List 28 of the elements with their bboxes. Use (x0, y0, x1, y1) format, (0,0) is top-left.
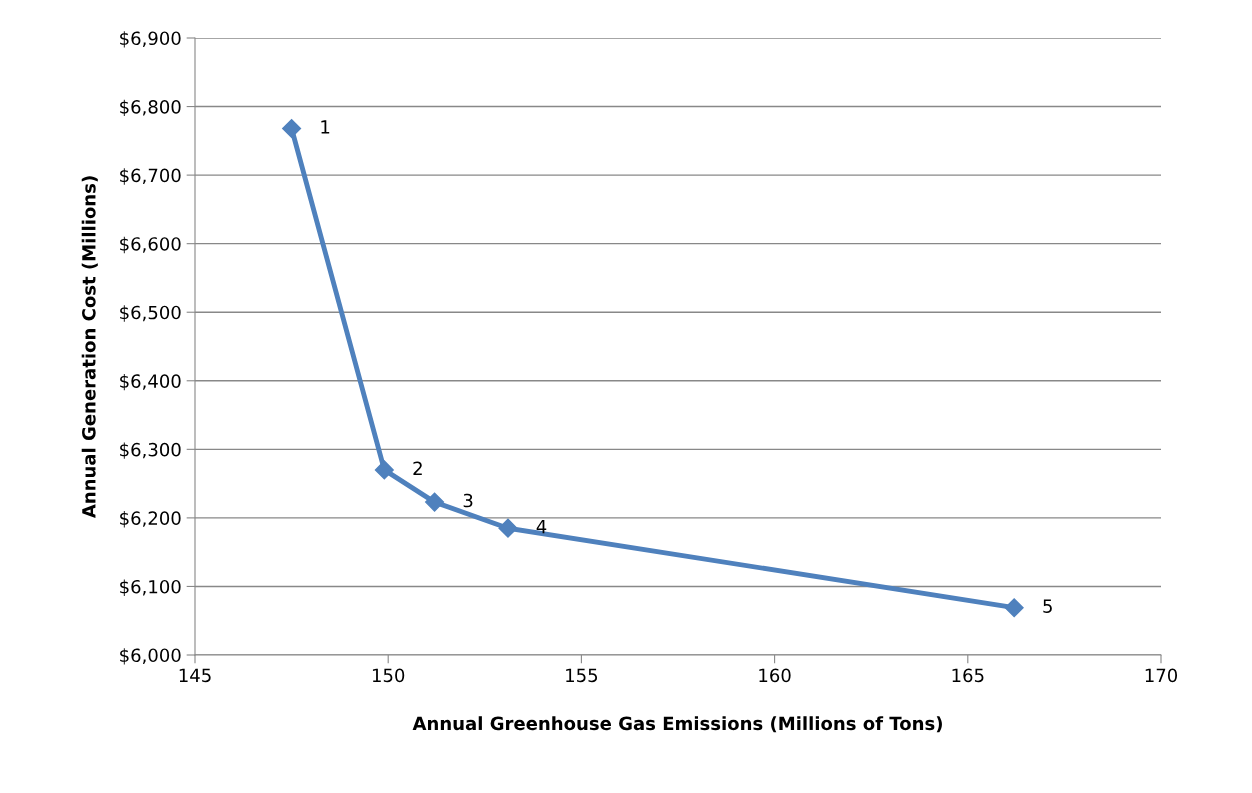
point (1004, 598, 1024, 618)
x-tick-label: 170 (1145, 668, 1178, 683)
point (282, 118, 302, 139)
y-tick-label: $6,800 (120, 99, 181, 117)
y-tick-label: $6,400 (120, 373, 181, 391)
annotation: 3 (463, 493, 473, 508)
y-tick-label: $6,200 (120, 511, 181, 528)
y-tick-label: $6,900 (120, 31, 181, 48)
point (498, 518, 518, 538)
x-tick-label: 155 (566, 668, 598, 683)
y-tick-label: $6,100 (120, 579, 181, 596)
y-tick-label: $6,500 (120, 305, 181, 322)
annotation: 2 (413, 461, 422, 475)
y-tick-label: $6,300 (120, 442, 181, 459)
x-tick-label: 165 (952, 668, 984, 683)
x-tick-label: 160 (759, 668, 791, 683)
y-axis-title: Annual Generation Cost (Millions) (81, 176, 98, 519)
x-tick-label: 150 (372, 668, 405, 683)
x-tick-label: 145 (179, 668, 211, 683)
annotation: 5 (1043, 599, 1052, 613)
annotation: 1 (321, 120, 330, 134)
point (374, 460, 394, 480)
x-axis-title: Annual Greenhouse Gas Emissions (Millions of Tons) (412, 716, 942, 733)
point (425, 492, 445, 512)
y-tick-label: $6,000 (120, 648, 181, 665)
y-tick-label: $6,600 (120, 236, 181, 254)
y-tick-label: $6,700 (120, 168, 181, 185)
annotation: 4 (536, 519, 547, 534)
